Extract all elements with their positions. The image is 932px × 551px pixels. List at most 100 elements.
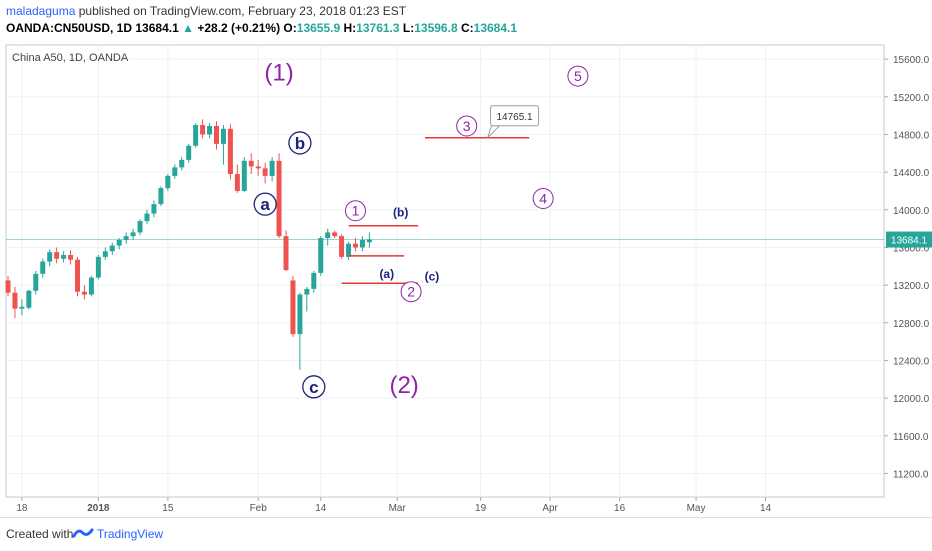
candle-body[interactable]: [304, 288, 310, 295]
candle-body[interactable]: [276, 160, 282, 237]
tradingview-brand-link[interactable]: TradingView: [97, 527, 164, 541]
plot-area: [5, 44, 885, 498]
high-value: 13761.3: [356, 21, 400, 35]
candle-body[interactable]: [179, 159, 185, 168]
candle-body[interactable]: [172, 167, 178, 176]
wave-c-paren-label: (c): [425, 270, 440, 284]
candle-body[interactable]: [290, 280, 296, 335]
candle-body[interactable]: [234, 174, 240, 191]
wave-4-minor-label: 4: [539, 190, 547, 206]
low-value: 13596.8: [414, 21, 458, 35]
candle-body[interactable]: [116, 239, 122, 246]
candle-body[interactable]: [346, 243, 352, 257]
candle-body[interactable]: [332, 232, 338, 237]
candle-body[interactable]: [130, 232, 136, 237]
wave-b-circle-label: b: [295, 134, 305, 153]
candle-body[interactable]: [359, 239, 365, 248]
candle-body[interactable]: [193, 125, 199, 146]
author-link[interactable]: maladaguma: [6, 4, 76, 18]
candle-body[interactable]: [325, 232, 331, 239]
candle-body[interactable]: [297, 294, 303, 335]
candle-body[interactable]: [88, 277, 94, 295]
candle-body[interactable]: [40, 261, 46, 274]
candle-body[interactable]: [311, 272, 317, 289]
candle-body[interactable]: [262, 168, 268, 176]
x-tick-label: 19: [475, 503, 487, 514]
x-tick-label: Mar: [389, 503, 407, 514]
candle-body[interactable]: [123, 236, 129, 240]
up-triangle-icon: ▲: [182, 21, 194, 35]
candle-body[interactable]: [255, 166, 261, 169]
candle-body[interactable]: [151, 204, 157, 214]
open-value: 13655.9: [296, 21, 341, 35]
callout-text: 14765.1: [496, 112, 533, 123]
published-text: published on TradingView.com, February 2…: [78, 4, 407, 18]
candle-body[interactable]: [227, 128, 233, 175]
candle-body[interactable]: [144, 213, 150, 222]
candle-body[interactable]: [75, 259, 80, 292]
candle-body[interactable]: [165, 175, 171, 189]
candle-body[interactable]: [158, 188, 164, 205]
y-tick-label: 12400.0: [893, 356, 930, 367]
high-label: H:: [343, 21, 357, 35]
candle-body[interactable]: [81, 291, 87, 295]
candle-body[interactable]: [318, 238, 324, 273]
callout-box[interactable]: [490, 105, 540, 127]
y-tick-label: 12800.0: [893, 319, 930, 330]
candle-body[interactable]: [186, 145, 192, 160]
x-tick-label: 18: [16, 503, 28, 514]
y-tick-label: 15600.0: [893, 55, 930, 66]
created-with-text: Created with: [6, 527, 74, 541]
x-tick-label: Feb: [250, 503, 268, 514]
wave-2-major-label: (2): [389, 372, 418, 399]
open-label: O:: [283, 21, 297, 35]
y-tick-label: 14400.0: [893, 168, 930, 179]
wave-1-minor-label: 1: [352, 203, 360, 219]
candle-body[interactable]: [26, 290, 32, 308]
candle-body[interactable]: [214, 125, 219, 144]
candle-body[interactable]: [200, 125, 206, 135]
candle-body[interactable]: [248, 160, 254, 167]
candle-body[interactable]: [61, 254, 67, 259]
wave-2-minor-label-circle: [400, 281, 422, 303]
wave-2-minor-label: 2: [407, 284, 415, 300]
candle-body[interactable]: [283, 236, 289, 271]
wave-b-circle-label-circle: [288, 131, 312, 155]
candle-body[interactable]: [220, 128, 226, 144]
last-price: 13684.1: [135, 21, 179, 35]
last-price-tag: [886, 231, 932, 248]
wave-a-paren-label: (a): [379, 267, 394, 281]
x-tick-label: 15: [162, 503, 174, 514]
close-label: C:: [460, 21, 474, 35]
candle-body[interactable]: [241, 160, 247, 191]
publish-info: maladaguma published on TradingView.com,…: [6, 4, 406, 18]
candle-body[interactable]: [207, 125, 213, 135]
candle-body[interactable]: [19, 306, 25, 309]
candle-body[interactable]: [339, 236, 345, 257]
wave-1-minor-label-circle: [345, 200, 366, 222]
candle-body[interactable]: [54, 252, 60, 259]
x-tick-label: Apr: [542, 503, 558, 514]
y-tick-label: 14000.0: [893, 206, 930, 217]
candle-body[interactable]: [95, 256, 101, 278]
wave-a-circle-label-circle: [253, 192, 277, 216]
candle-body[interactable]: [47, 252, 53, 262]
price-chart[interactable]: 11200.0 11600.0 12000.0 12400.0 12800.0 13200…: [0, 0, 932, 517]
x-tick-label: 16: [614, 503, 626, 514]
candle-body[interactable]: [137, 221, 143, 233]
x-tick-label: May: [687, 503, 706, 514]
candle-body[interactable]: [12, 292, 18, 309]
candle-body[interactable]: [68, 254, 74, 260]
y-tick-label: 11600.0: [893, 432, 929, 443]
x-tick-label: 14: [315, 503, 327, 514]
candle-body[interactable]: [366, 239, 372, 243]
candle-body[interactable]: [102, 251, 108, 257]
wave-1-major-label: (1): [264, 59, 293, 86]
candle-body[interactable]: [109, 245, 115, 252]
candle-body[interactable]: [353, 243, 358, 248]
candle-body[interactable]: [269, 160, 275, 176]
wave-a-circle-label: a: [260, 195, 270, 214]
candle-body[interactable]: [5, 280, 11, 293]
candle-body[interactable]: [33, 273, 39, 291]
wave-3-minor-label-circle: [456, 115, 478, 137]
